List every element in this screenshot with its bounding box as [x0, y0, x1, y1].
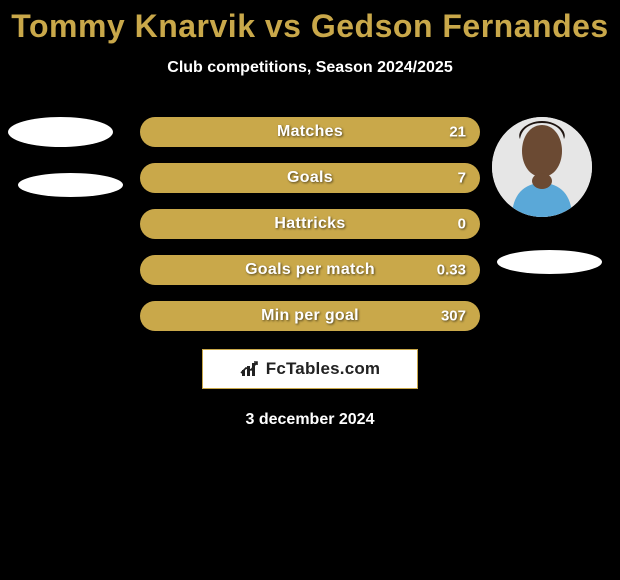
- stat-label: Goals: [287, 169, 333, 187]
- stat-row-hattricks: Hattricks 0: [140, 209, 480, 239]
- stat-row-min-per-goal: Min per goal 307: [140, 301, 480, 331]
- avatar-left-ellipse-1: [8, 117, 113, 147]
- stat-label: Matches: [277, 123, 343, 141]
- stat-value-right: 21: [449, 124, 466, 141]
- brand-logo-text: FcTables.com: [266, 359, 381, 379]
- avatar-left-ellipse-2: [18, 173, 123, 197]
- page-title: Tommy Knarvik vs Gedson Fernandes: [0, 8, 620, 45]
- stat-row-matches: Matches 21: [140, 117, 480, 147]
- comparison-card: Tommy Knarvik vs Gedson Fernandes Club c…: [0, 0, 620, 429]
- date-line: 3 december 2024: [0, 411, 620, 429]
- stat-value-right: 307: [441, 308, 466, 325]
- stat-value-right: 7: [458, 170, 466, 187]
- stat-label: Hattricks: [274, 215, 345, 233]
- stat-label: Goals per match: [245, 261, 375, 279]
- stat-row-goals: Goals 7: [140, 163, 480, 193]
- stat-label: Min per goal: [261, 307, 359, 325]
- brand-logo[interactable]: FcTables.com: [202, 349, 418, 389]
- bar-chart-icon: [240, 360, 262, 378]
- stat-value-right: 0: [458, 216, 466, 233]
- stat-value-right: 0.33: [437, 262, 466, 279]
- subtitle: Club competitions, Season 2024/2025: [0, 59, 620, 77]
- avatar-right: [492, 117, 592, 217]
- avatar-right-ellipse-2: [497, 250, 602, 274]
- avatar-right-icon: [492, 117, 592, 217]
- stat-row-goals-per-match: Goals per match 0.33: [140, 255, 480, 285]
- stats-section: Matches 21 Goals 7 Hattricks 0 Goals per…: [0, 117, 620, 429]
